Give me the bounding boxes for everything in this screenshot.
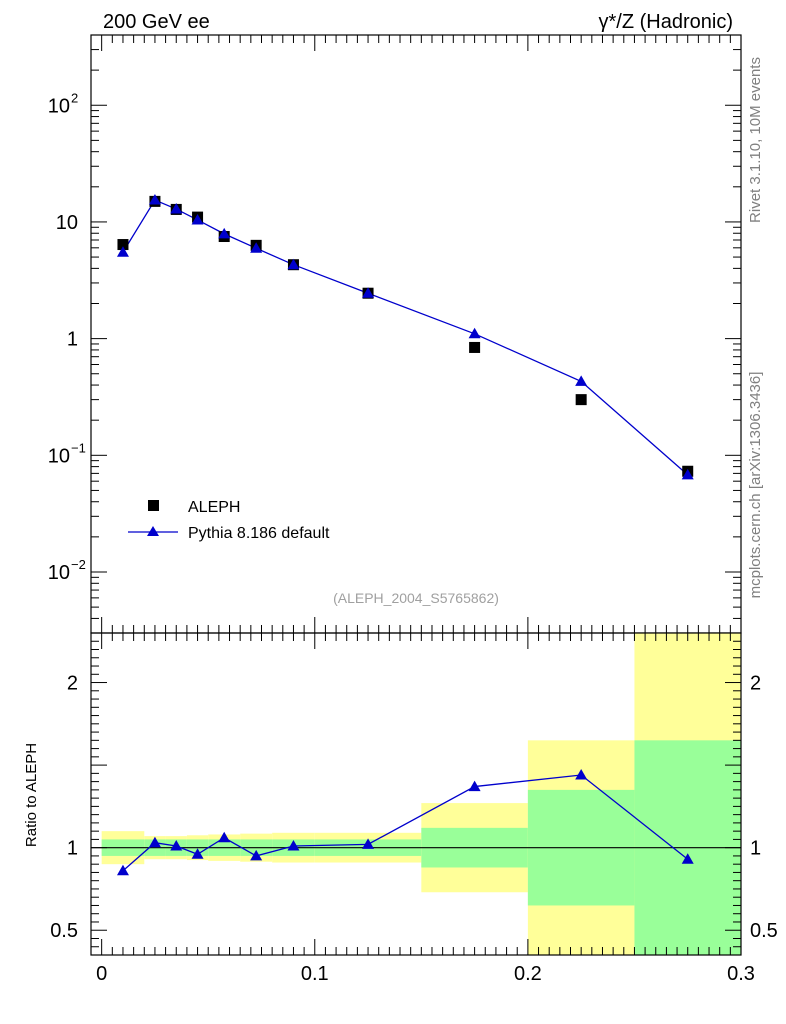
ratio-point [681, 853, 694, 864]
y-tick-label: 10 [48, 445, 70, 467]
mc-series-line [122, 199, 689, 476]
legend-label-aleph: ALEPH [188, 499, 240, 516]
ratio-panel: 0 0.1 0.2 0.3 0.5 0.5 1 1 2 2 [50, 632, 778, 985]
mc-point [362, 287, 375, 298]
ratio-point [287, 840, 300, 851]
legend-label-pythia: Pythia 8.186 default [188, 525, 330, 542]
mcplots-label: mcplots.cern.ch [arXiv:1306.3436] [747, 372, 764, 599]
mc-point [170, 203, 183, 214]
ratio-y-tick-label-left: 0.5 [50, 920, 78, 942]
ratio-y-tick-label-left: 1 [67, 838, 78, 860]
mc-point [148, 194, 161, 205]
mc-point [468, 327, 481, 339]
legend-marker-pythia [147, 526, 159, 536]
legend-marker-aleph [148, 500, 159, 511]
ratio-y-tick-label-left: 2 [67, 673, 78, 695]
x-tick-label: 0.3 [727, 963, 755, 985]
ratio-point [468, 780, 481, 792]
mc-point [250, 242, 263, 253]
mc-point [218, 227, 231, 239]
data-point [469, 341, 481, 353]
mc-point [287, 258, 300, 270]
rivet-label: Rivet 3.1.10, 10M events [747, 57, 764, 223]
ratio-y-tick-label-right: 2 [750, 673, 761, 695]
ratio-point [191, 848, 204, 859]
y-tick-label: 10 [48, 562, 70, 584]
analysis-watermark: (ALEPH_2004_S5765862) [333, 590, 499, 606]
y-tick-label-exponent: 2 [71, 90, 78, 105]
header-right: γ*/Z (Hadronic) [599, 11, 733, 33]
header-left: 200 GeV ee [103, 11, 210, 33]
ratio-y-axis-label: Ratio to ALEPH [23, 743, 40, 847]
ratio-y-tick-label-right: 1 [750, 838, 761, 860]
y-tick-label: 10 [56, 212, 78, 234]
mc-point [116, 246, 129, 257]
mc-point [191, 213, 204, 225]
ratio-y-tick-label-right: 0.5 [750, 920, 778, 942]
main-frame [90, 34, 742, 634]
ratio-frame [90, 632, 742, 956]
mc-point [575, 375, 588, 386]
ratio-point [362, 838, 375, 849]
x-tick-label: 0 [96, 963, 107, 985]
data-point [117, 239, 129, 251]
y-tick-label: 10 [48, 95, 70, 117]
ratio-point [148, 836, 161, 848]
mc-point [681, 468, 694, 480]
legend: ALEPH Pythia 8.186 default [128, 499, 330, 542]
y-tick-label: 1 [67, 329, 78, 351]
y-tick-label-exponent: −1 [71, 440, 86, 455]
data-point [575, 394, 587, 406]
ratio-point [575, 769, 588, 780]
x-tick-label: 0.1 [301, 963, 329, 985]
ratio-point [116, 864, 129, 876]
y-tick-label-exponent: −2 [71, 557, 86, 572]
ratio-point [250, 849, 263, 861]
x-tick-label: 0.2 [514, 963, 542, 985]
ratio-point [170, 840, 183, 851]
ratio-point [218, 831, 231, 843]
